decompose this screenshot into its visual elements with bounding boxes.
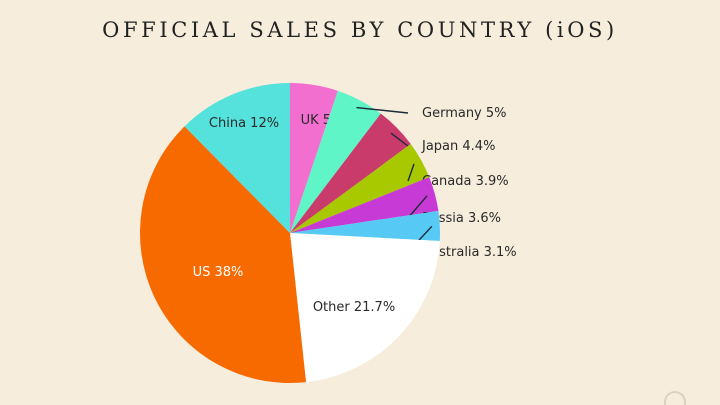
leader-line-germany	[356, 106, 409, 114]
leader-line-japan	[390, 132, 409, 147]
pie-slice-china	[184, 83, 290, 233]
pie-slice-us	[140, 126, 307, 383]
pie-slice-canada	[290, 144, 430, 233]
pie-slice-germany	[290, 90, 381, 234]
slice-label-japan: Japan 4.4%	[421, 139, 495, 154]
leader-line-russia	[407, 195, 428, 219]
pie-slice-australia	[290, 210, 440, 242]
slice-label-china: China 12%	[209, 116, 279, 131]
slice-label-russia: Russia 3.6%	[422, 211, 501, 226]
pie-slice-other	[290, 233, 440, 383]
slice-label-germany: Germany 5%	[422, 106, 507, 121]
pie-slice-japan	[290, 113, 411, 233]
corner-arc-decoration	[664, 391, 686, 405]
slice-label-other: Other 21.7%	[313, 300, 395, 315]
slice-label-us: US 38%	[193, 265, 244, 280]
slice-label-australia: Australia 3.1%	[422, 245, 517, 260]
pie-slice-uk	[290, 83, 338, 233]
slice-label-canada: Canada 3.9%	[422, 174, 509, 189]
pie-slice-russia	[290, 177, 439, 233]
chart-title: OFFICIAL SALES BY COUNTRY (iOS)	[102, 18, 618, 42]
leader-line-canada	[407, 163, 415, 182]
